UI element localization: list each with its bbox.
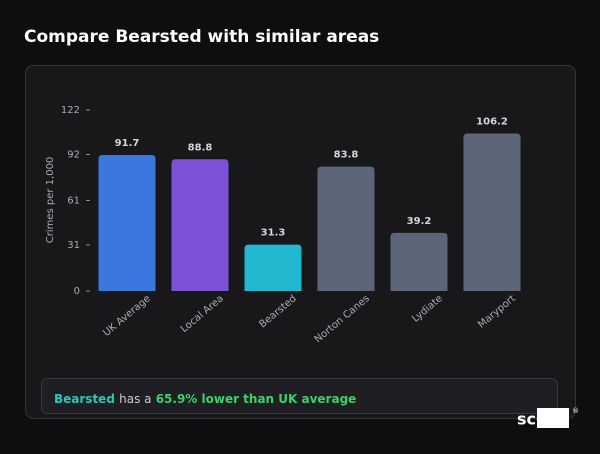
y-tick-label: 61	[67, 196, 80, 207]
bar	[244, 244, 302, 291]
summary-highlight: 65.9% lower than UK average	[156, 392, 357, 406]
summary-box	[41, 378, 558, 414]
value-label: 31.3	[261, 228, 286, 239]
value-label: 39.2	[407, 216, 432, 227]
page-title: Compare Bearsted with similar areas	[24, 27, 379, 47]
bar	[390, 232, 448, 291]
value-label: 83.8	[334, 150, 359, 161]
bar	[317, 166, 375, 291]
logo-box	[537, 408, 569, 428]
bar	[463, 133, 521, 291]
y-axis-label: Crimes per 1,000	[45, 157, 56, 244]
summary: Bearsted has a 65.9% lower than UK avera…	[54, 392, 356, 406]
y-tick-label: 122	[61, 105, 80, 116]
card	[25, 65, 576, 419]
logo: scOS	[517, 410, 561, 429]
value-label: 106.2	[476, 116, 508, 127]
value-label: 91.7	[115, 138, 140, 149]
bar	[171, 159, 229, 291]
value-label: 88.8	[188, 142, 213, 153]
y-tick-label: 31	[67, 240, 80, 251]
y-tick-label: 0	[74, 286, 80, 297]
summary-area: Bearsted	[54, 392, 115, 406]
logo-mark: ®	[572, 407, 579, 415]
y-tick-label: 92	[67, 150, 80, 161]
bar	[98, 154, 156, 291]
summary-text: has a	[119, 392, 151, 406]
